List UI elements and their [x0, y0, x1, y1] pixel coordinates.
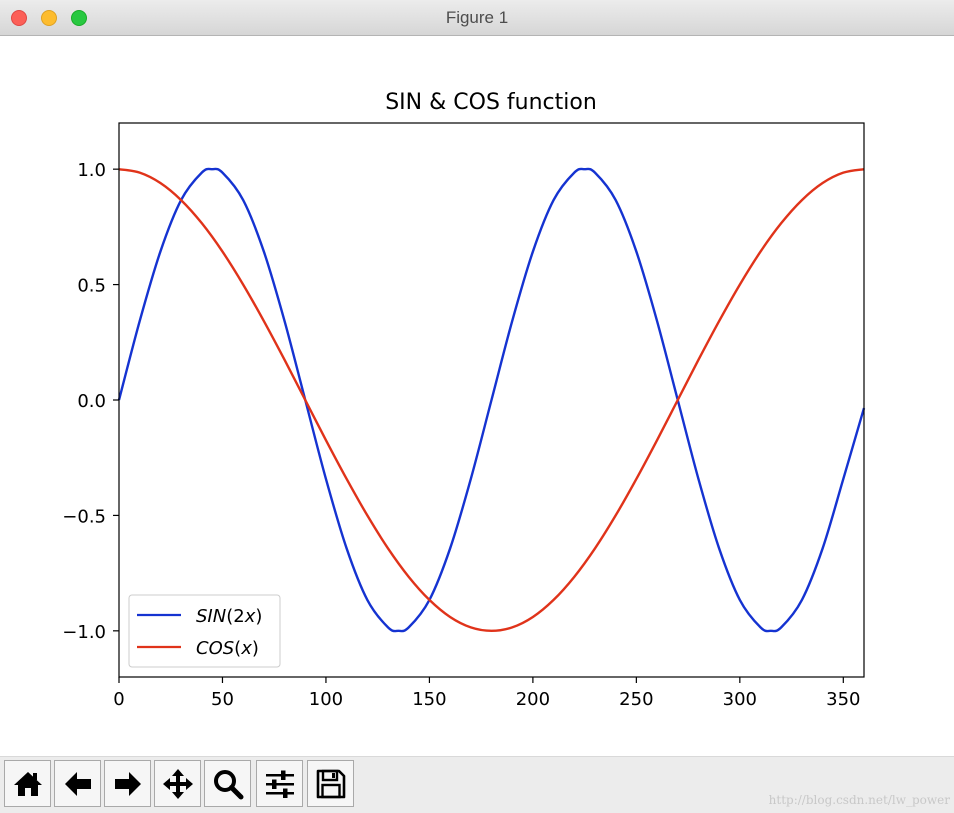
save-button[interactable] [307, 760, 354, 807]
back-button[interactable] [54, 760, 101, 807]
y-tick-label: 0.5 [77, 276, 106, 297]
forward-button[interactable] [104, 760, 151, 807]
close-window-button[interactable] [11, 10, 27, 26]
window-title: Figure 1 [445, 8, 509, 27]
x-tick-label: 0 [113, 689, 124, 710]
legend: SIN(2x) COS(x) [128, 594, 281, 668]
x-tick-label: 50 [211, 689, 234, 710]
watermark: http://blog.csdn.net/lw_power [768, 793, 950, 807]
x-tick-label: 100 [309, 689, 343, 710]
y-tick-label: 0.0 [77, 391, 106, 412]
series-line-sin [117, 167, 866, 633]
home-button[interactable] [4, 760, 51, 807]
pan-button[interactable] [154, 760, 201, 807]
legend-label-sin: SIN(2x) [196, 606, 262, 627]
x-tick-label: 350 [826, 689, 860, 710]
minimize-window-button[interactable] [41, 10, 57, 26]
maximize-window-button[interactable] [71, 10, 87, 26]
x-tick-label: 250 [619, 689, 653, 710]
series-layer [117, 167, 866, 633]
sliders-icon [265, 770, 294, 798]
window-titlebar: Figure 1 [0, 0, 954, 36]
configure-subplots-button[interactable] [256, 760, 303, 807]
x-tick-label: 300 [723, 689, 757, 710]
move-icon [162, 768, 193, 799]
x-tick-label: 150 [412, 689, 446, 710]
arrow-left-icon [64, 771, 91, 796]
legend-frame [128, 594, 281, 668]
zoom-button[interactable] [204, 760, 251, 807]
series-line-cos [118, 167, 865, 633]
navigation-toolbar: http://blog.csdn.net/lw_power [0, 756, 954, 813]
x-tick-label: 200 [516, 689, 550, 710]
floppy-disk-icon [316, 769, 345, 798]
y-tick-label: −0.5 [62, 506, 106, 527]
chart-title: SIN & COS function [385, 90, 597, 115]
legend-label-cos: COS(x) [196, 638, 259, 659]
y-tick-label: 1.0 [77, 160, 106, 181]
home-icon [13, 771, 42, 796]
x-axis: 0 50 100 150 200 250 300 350 [113, 677, 860, 710]
chart: SIN & COS function 0 50 100 150 200 250 300 350… [62, 90, 866, 710]
arrow-right-icon [114, 771, 141, 796]
figure-canvas: SIN & COS function 0 50 100 150 200 250 300 350… [0, 36, 954, 754]
y-axis: 1.0 0.5 0.0 −0.5 −1.0 [62, 160, 119, 643]
y-tick-label: −1.0 [62, 622, 106, 643]
magnifier-icon [213, 769, 243, 799]
